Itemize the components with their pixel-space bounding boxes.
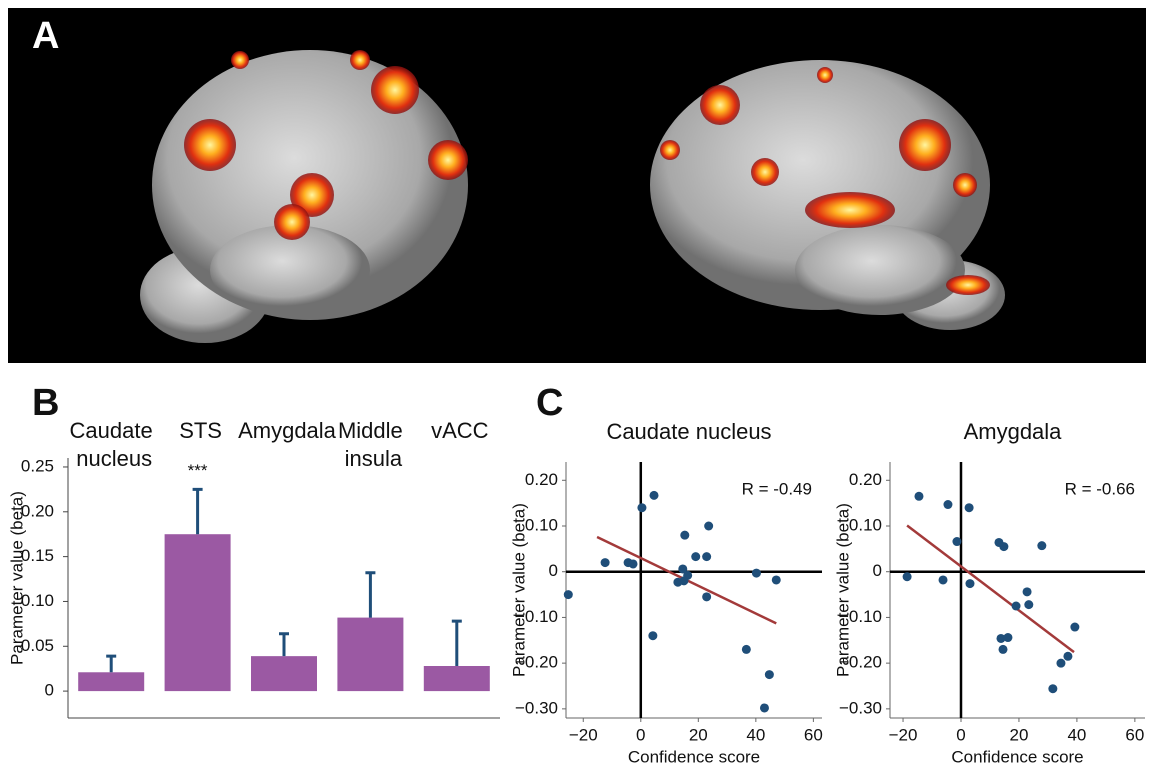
y-tick-label: −0.30: [515, 698, 558, 717]
x-tick-label: −20: [569, 725, 598, 744]
scatter-point: [1024, 600, 1033, 609]
scatter-point: [702, 552, 711, 561]
category-label: vACC: [431, 418, 489, 443]
x-tick-label: 40: [1067, 725, 1086, 744]
annotation: R = -0.49: [742, 479, 812, 498]
y-tick-label: 0: [873, 561, 882, 580]
chart-title: Amygdala: [964, 419, 1063, 444]
panel-label: C: [536, 382, 563, 424]
panel-label: B: [32, 382, 59, 424]
scatter-point: [680, 531, 689, 540]
scatter-point: [564, 590, 573, 599]
scatter-point: [683, 571, 692, 580]
scatter-point: [1070, 623, 1079, 632]
scatter-point: [952, 537, 961, 546]
bar: [424, 666, 490, 691]
scatter-point: [1063, 652, 1072, 661]
bar: [337, 618, 403, 692]
y-axis-label: Parameter value (beta): [509, 503, 528, 677]
brain-image: [8, 8, 1146, 363]
x-tick-label: 20: [1009, 725, 1028, 744]
bar: [165, 534, 231, 691]
scatter-point: [1048, 684, 1057, 693]
x-axis-label: Confidence score: [628, 747, 760, 765]
category-label: Caudate nucleus: [70, 418, 159, 471]
y-tick-label: 0.20: [849, 470, 882, 489]
x-tick-label: 40: [746, 725, 765, 744]
y-tick-label: −0.30: [839, 698, 882, 717]
scatter-point: [999, 645, 1008, 654]
scatter-point: [702, 592, 711, 601]
error-bar: [452, 621, 462, 666]
scatter-point: [704, 522, 713, 531]
scatter-point: [629, 559, 638, 568]
scatter-point: [903, 572, 912, 581]
error-bar: [365, 573, 375, 618]
y-tick-label: 0.25: [21, 456, 54, 475]
scatter-point: [772, 575, 781, 584]
x-tick-label: −20: [889, 725, 918, 744]
scatter-point: [965, 579, 974, 588]
scatter-point: [1012, 602, 1021, 611]
y-axis-label: Parameter value (beta): [833, 503, 852, 677]
y-tick-label: 0.20: [525, 470, 558, 489]
x-tick-label: 60: [804, 725, 823, 744]
scatter-point: [965, 503, 974, 512]
scatter-point: [691, 552, 700, 561]
scatter-point: [650, 491, 659, 500]
bar: [251, 656, 317, 691]
scatter-point: [1037, 541, 1046, 550]
scatter-point: [648, 631, 657, 640]
scatter-point: [1003, 633, 1012, 642]
y-tick-label: 0: [45, 681, 54, 700]
y-tick-label: 0: [549, 561, 558, 580]
scatter-point: [939, 575, 948, 584]
scatter-point: [760, 703, 769, 712]
significance-label: ***: [188, 461, 208, 480]
scatter-point: [637, 503, 646, 512]
scatter-point: [943, 500, 952, 509]
scatter-point: [742, 645, 751, 654]
category-label: Amygdala: [238, 418, 337, 443]
panel-label: A: [32, 15, 59, 57]
x-tick-label: 0: [956, 725, 965, 744]
error-bar: [193, 489, 203, 534]
scatter-point: [752, 569, 761, 578]
scatter-point: [914, 492, 923, 501]
error-bar: [106, 656, 116, 672]
scatter-point: [601, 558, 610, 567]
bar: [78, 672, 144, 691]
scatter-point: [673, 578, 682, 587]
x-tick-label: 0: [636, 725, 645, 744]
x-tick-label: 60: [1125, 725, 1144, 744]
y-tick-label: 0.10: [525, 515, 558, 534]
trend-line: [907, 526, 1074, 653]
x-tick-label: 20: [689, 725, 708, 744]
scatter-point: [1023, 587, 1032, 596]
scatter-point: [999, 542, 1008, 551]
scatter-point: [765, 670, 774, 679]
figure: A B C 00.050.100.150.200.25Parameter val…: [0, 0, 1154, 765]
scatter-point: [1056, 659, 1065, 668]
annotation: R = -0.66: [1065, 479, 1135, 498]
category-label: Middle insula: [338, 418, 409, 471]
y-axis-label: Parameter value (beta): [7, 491, 26, 665]
y-tick-label: 0.10: [849, 515, 882, 534]
chart-title: Caudate nucleus: [606, 419, 771, 444]
error-bar: [279, 634, 289, 656]
x-axis-label: Confidence score: [951, 747, 1083, 765]
category-label: STS: [179, 418, 222, 443]
